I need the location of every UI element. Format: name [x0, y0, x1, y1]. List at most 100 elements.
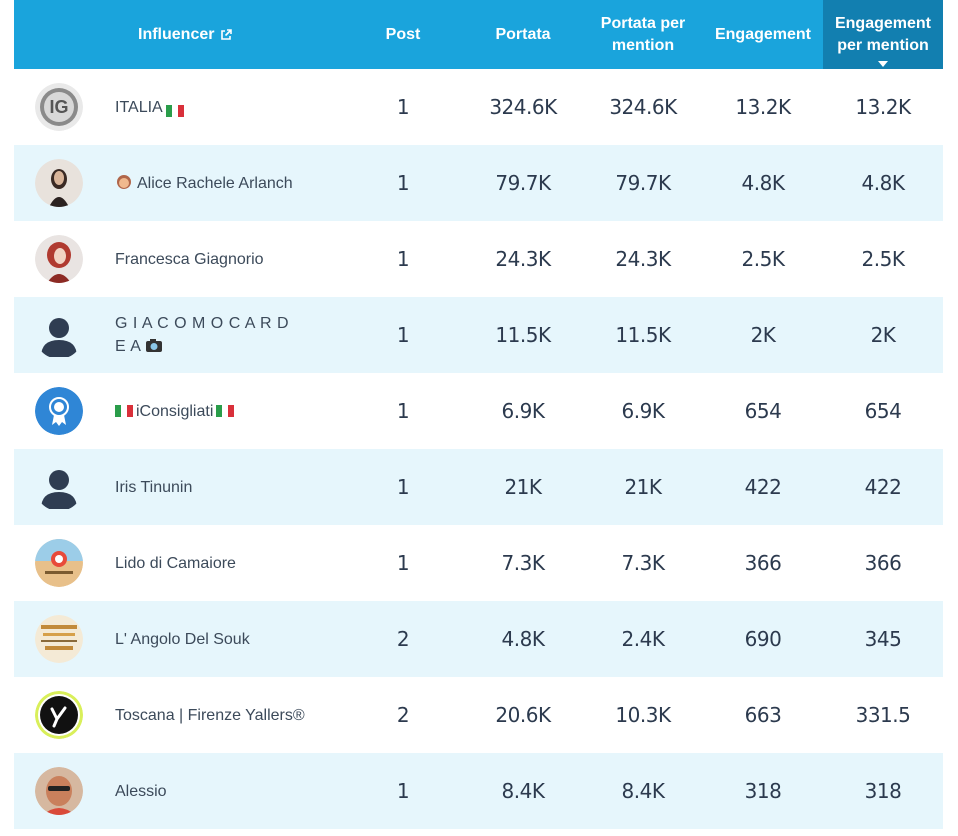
avatar	[35, 159, 83, 207]
engagement-cell: 366	[744, 551, 782, 575]
avatar	[35, 311, 83, 359]
engagement-column-header[interactable]: Engagement	[703, 0, 823, 69]
avatar	[35, 463, 83, 511]
engagement-cell: 690	[744, 627, 782, 651]
portata-per-mention-cell: 10.3K	[615, 703, 671, 727]
table-row[interactable]: Alice Rachele Arlanch 1 79.7K 79.7K 4.8K…	[14, 145, 943, 221]
portata-per-mention-cell: 6.9K	[621, 399, 665, 423]
engagement-per-mention-cell: 318	[864, 779, 902, 803]
post-cell: 1	[396, 551, 410, 575]
influencer-name[interactable]: Francesca Giagnorio	[115, 250, 264, 268]
portata-cell: 324.6K	[489, 95, 557, 119]
post-column-header[interactable]: Post	[363, 0, 443, 69]
portata-per-mention-cell: 8.4K	[621, 779, 665, 803]
influencer-name[interactable]: Alice Rachele Arlanch	[115, 145, 305, 221]
engagement-per-mention-cell: 13.2K	[855, 95, 911, 119]
portata-cell: 7.3K	[501, 551, 545, 575]
portata-column-header[interactable]: Portata	[463, 0, 583, 69]
italy-flag-icon	[216, 401, 235, 417]
engagement-per-mention-cell: 366	[864, 551, 902, 575]
influencer-name[interactable]: L' Angolo Del Souk	[115, 630, 250, 648]
portata-per-mention-column-header[interactable]: Portata per mention	[593, 0, 693, 69]
camera-emoji-icon	[146, 339, 163, 352]
table-row[interactable]: L' Angolo Del Souk 2 4.8K 2.4K 690 345	[14, 601, 943, 677]
influencer-name[interactable]: Alessio	[115, 782, 167, 800]
table-row[interactable]: Toscana | Firenze Yallers® 2 20.6K 10.3K…	[14, 677, 943, 753]
table-row[interactable]: Francesca Giagnorio 1 24.3K 24.3K 2.5K 2…	[14, 221, 943, 297]
post-cell: 2	[396, 627, 410, 651]
post-cell: 1	[396, 323, 410, 347]
influencer-header-label: Influencer	[138, 25, 215, 43]
engagement-per-mention-header-label: Engagement per mention	[834, 14, 931, 54]
post-cell: 2	[396, 703, 410, 727]
portata-cell: 20.6K	[495, 703, 551, 727]
influencer-name[interactable]: iConsigliati	[115, 373, 305, 449]
engagement-per-mention-cell: 654	[864, 399, 902, 423]
engagement-per-mention-cell: 2.5K	[861, 247, 905, 271]
post-cell: 1	[396, 399, 410, 423]
post-cell: 1	[396, 779, 410, 803]
portata-cell: 79.7K	[495, 171, 551, 195]
influencer-name[interactable]: Toscana | Firenze Yallers®	[115, 706, 305, 724]
portata-cell: 24.3K	[495, 247, 551, 271]
influencer-name[interactable]: G I A C O M O C A R D E A	[115, 315, 290, 355]
avatar	[35, 767, 83, 815]
engagement-per-mention-cell: 4.8K	[861, 171, 905, 195]
table-header: Influencer Post Portata Portata per ment…	[14, 0, 943, 69]
avatar	[35, 387, 83, 435]
portata-per-mention-cell: 21K	[624, 475, 662, 499]
sort-descending-icon	[878, 61, 888, 67]
influencer-table: Influencer Post Portata Portata per ment…	[14, 0, 943, 829]
post-cell: 1	[396, 95, 410, 119]
engagement-cell: 422	[744, 475, 782, 499]
influencer-column-header[interactable]: Influencer	[138, 0, 268, 69]
table-row[interactable]: iConsigliati 1 6.9K 6.9K 654 654	[14, 373, 943, 449]
avatar: IG	[35, 83, 83, 131]
portata-cell: 4.8K	[501, 627, 545, 651]
avatar	[35, 235, 83, 283]
engagement-per-mention-column-header[interactable]: Engagement per mention	[823, 0, 943, 69]
influencer-name[interactable]: ITALIA	[115, 69, 305, 145]
post-cell: 1	[396, 247, 410, 271]
user-placeholder-icon	[41, 470, 77, 509]
table-row[interactable]: G I A C O M O C A R D E A 1 11.5K 11.5K …	[14, 297, 943, 373]
italy-flag-icon	[115, 401, 133, 417]
influencer-name[interactable]: Lido di Camaiore	[115, 554, 236, 572]
engagement-cell: 4.8K	[741, 171, 785, 195]
engagement-per-mention-cell: 2K	[870, 323, 896, 347]
table-row[interactable]: Alessio 1 8.4K 8.4K 318 318	[14, 753, 943, 829]
engagement-cell: 654	[744, 399, 782, 423]
portata-per-mention-cell: 2.4K	[621, 627, 665, 651]
engagement-per-mention-cell: 422	[864, 475, 902, 499]
portata-cell: 21K	[504, 475, 542, 499]
engagement-cell: 2.5K	[741, 247, 785, 271]
engagement-cell: 13.2K	[735, 95, 791, 119]
avatar	[35, 691, 83, 739]
table-row[interactable]: Lido di Camaiore 1 7.3K 7.3K 366 366	[14, 525, 943, 601]
award-ribbon-icon	[35, 387, 83, 435]
svg-text:IG: IG	[49, 97, 68, 117]
influencer-name[interactable]: Iris Tinunin	[115, 478, 193, 496]
engagement-per-mention-cell: 345	[864, 627, 902, 651]
post-header-label: Post	[385, 25, 421, 43]
engagement-cell: 663	[744, 703, 782, 727]
portata-cell: 8.4K	[501, 779, 545, 803]
portata-per-mention-cell: 11.5K	[615, 323, 671, 347]
table-row[interactable]: Iris Tinunin 1 21K 21K 422 422	[14, 449, 943, 525]
portata-per-mention-header-label: Portata per mention	[600, 14, 686, 54]
avatar	[35, 615, 83, 663]
engagement-header-label: Engagement	[714, 25, 811, 43]
portata-per-mention-cell: 324.6K	[609, 95, 677, 119]
portata-header-label: Portata	[495, 25, 551, 43]
portata-cell: 6.9K	[501, 399, 545, 423]
engagement-per-mention-cell: 331.5	[855, 703, 911, 727]
external-link-icon	[221, 28, 233, 40]
post-cell: 1	[396, 171, 410, 195]
user-placeholder-icon	[41, 318, 77, 357]
portata-per-mention-cell: 7.3K	[621, 551, 665, 575]
woman-emoji-icon	[117, 174, 131, 189]
table-row[interactable]: IG ITALIA 1 324.6K 324.6K 13.2K 13.2K	[14, 69, 943, 145]
avatar	[35, 539, 83, 587]
portata-cell: 11.5K	[495, 323, 551, 347]
portata-per-mention-cell: 24.3K	[615, 247, 671, 271]
